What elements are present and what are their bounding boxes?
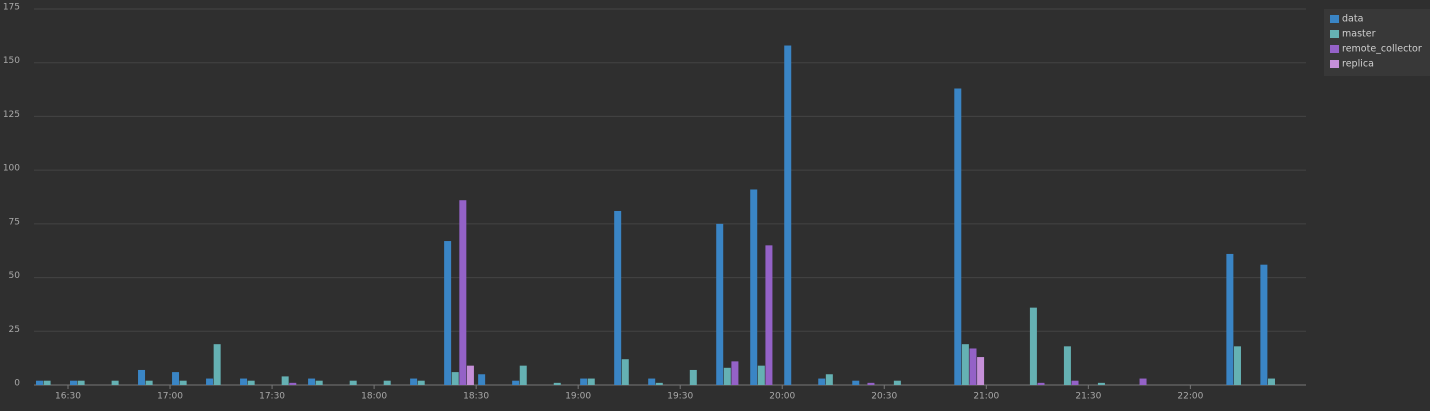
x-tick-label: 21:00 — [973, 392, 999, 402]
bar — [716, 223, 724, 385]
x-tick-label: 18:30 — [463, 392, 489, 402]
bar — [1260, 264, 1268, 385]
x-tick-label: 20:00 — [769, 392, 795, 402]
legend-box — [1324, 9, 1430, 76]
bar — [459, 200, 467, 385]
bar — [349, 380, 357, 385]
bar — [179, 380, 187, 385]
bar — [206, 378, 214, 385]
bar — [247, 380, 255, 385]
bar — [77, 380, 85, 385]
bar — [478, 374, 486, 385]
bar — [315, 380, 323, 385]
bar — [70, 380, 78, 385]
bar — [383, 380, 391, 385]
y-tick-label: 50 — [9, 271, 21, 281]
x-tick-label: 19:30 — [667, 392, 693, 402]
bar — [765, 245, 773, 385]
bar — [614, 210, 622, 385]
bar — [825, 374, 833, 385]
bar — [111, 380, 119, 385]
bar — [969, 348, 977, 385]
bar — [213, 344, 221, 385]
bar — [417, 380, 425, 385]
legend-label: replica — [1342, 59, 1374, 70]
y-tick-label: 150 — [3, 56, 20, 66]
legend-swatch — [1330, 45, 1339, 53]
bar — [553, 382, 561, 385]
bar — [281, 376, 289, 385]
y-tick-label: 75 — [9, 217, 20, 227]
bar — [240, 378, 248, 385]
bar — [145, 380, 153, 385]
bar — [867, 382, 875, 385]
y-tick-label: 175 — [3, 3, 20, 13]
bar — [466, 365, 474, 385]
bar — [757, 365, 765, 385]
bar — [580, 378, 588, 385]
x-tick-label: 18:00 — [361, 392, 387, 402]
bar — [731, 361, 739, 385]
x-tick-label: 20:30 — [871, 392, 897, 402]
bar — [1139, 378, 1147, 385]
bar — [784, 45, 792, 385]
bar — [655, 382, 663, 385]
bar — [410, 378, 418, 385]
x-tick-label: 21:30 — [1075, 392, 1101, 402]
bar — [818, 378, 826, 385]
bar — [1097, 382, 1105, 385]
bar — [852, 380, 860, 385]
x-tick-label: 22:00 — [1177, 392, 1203, 402]
legend-swatch — [1330, 15, 1339, 23]
bar — [648, 378, 656, 385]
legend-swatch — [1330, 60, 1339, 68]
bar — [587, 378, 595, 385]
bar — [289, 382, 297, 385]
y-tick-label: 25 — [9, 325, 20, 335]
bar — [1071, 380, 1079, 385]
y-tick-label: 100 — [3, 164, 20, 174]
bar — [451, 372, 459, 385]
bar — [43, 380, 51, 385]
bar — [689, 369, 697, 385]
bar — [36, 380, 43, 385]
bar — [723, 367, 731, 385]
y-tick-label: 0 — [14, 379, 20, 389]
bar — [893, 380, 901, 385]
x-tick-label: 16:30 — [55, 392, 81, 402]
y-tick-label: 125 — [3, 110, 20, 120]
bar — [977, 357, 985, 385]
bar — [621, 359, 629, 385]
bar — [512, 380, 520, 385]
legend-swatch — [1330, 30, 1339, 38]
bar — [1226, 253, 1234, 385]
legend-label: data — [1342, 14, 1363, 25]
legend-label: remote_collector — [1342, 44, 1422, 55]
bar — [750, 189, 758, 385]
x-tick-label: 19:00 — [565, 392, 591, 402]
bar — [1233, 346, 1241, 385]
bar — [1029, 307, 1037, 385]
bar — [1037, 382, 1045, 385]
x-tick-label: 17:00 — [157, 392, 183, 402]
bar — [954, 88, 962, 386]
bar — [444, 241, 452, 385]
bar — [308, 378, 316, 385]
bar — [138, 369, 146, 385]
bar — [172, 372, 180, 385]
x-tick-label: 17:30 — [259, 392, 285, 402]
bar — [519, 365, 527, 385]
bar — [1267, 378, 1275, 385]
bar — [1063, 346, 1071, 385]
bar — [961, 344, 969, 385]
legend-label: master — [1342, 29, 1376, 40]
